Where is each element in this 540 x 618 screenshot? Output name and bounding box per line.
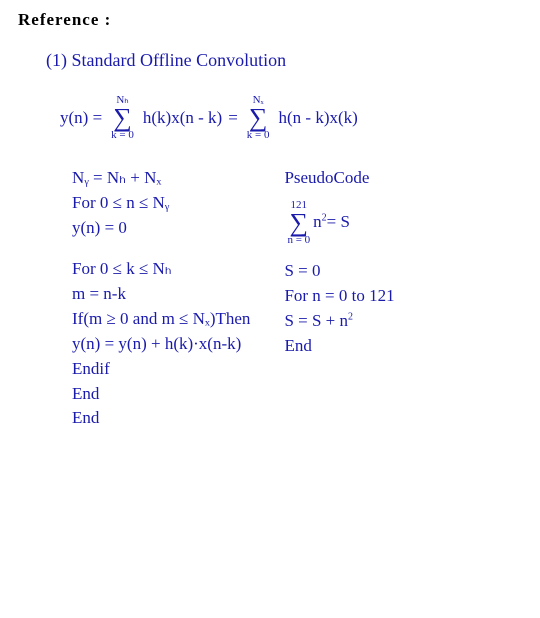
eq-equals: = bbox=[228, 108, 238, 128]
reference-heading: Reference : bbox=[18, 10, 522, 30]
left-line: If(m ≥ 0 and m ≤ Nₓ)Then bbox=[72, 308, 250, 331]
sigma-icon: ∑ bbox=[249, 105, 268, 131]
pseudocode-heading: PseudoCode bbox=[284, 167, 394, 190]
sum-equation: 121 ∑ n = 0 n2 = S bbox=[284, 200, 394, 246]
sum-rhs: = S bbox=[327, 211, 350, 234]
sum-body-pre: n bbox=[313, 212, 322, 231]
section-title: (1) Standard Offline Convolution bbox=[46, 50, 522, 71]
left-line: End bbox=[72, 383, 250, 406]
left-line: For 0 ≤ k ≤ Nₕ bbox=[72, 258, 250, 281]
pseudocode-right: PseudoCode 121 ∑ n = 0 n2 = S S = 0 For … bbox=[284, 165, 394, 448]
left-line: Nᵧ = Nₕ + Nₓ bbox=[72, 167, 250, 190]
left-line: m = n-k bbox=[72, 283, 250, 306]
sum-body: n2 bbox=[313, 211, 327, 234]
summation-3: 121 ∑ n = 0 bbox=[287, 200, 310, 246]
left-line: End bbox=[72, 407, 250, 430]
eq-term1: h(k)x(n - k) bbox=[143, 108, 222, 128]
main-equation: y(n) = Nₕ ∑ k = 0 h(k)x(n - k) = Nₓ ∑ k … bbox=[60, 95, 522, 141]
left-line: y(n) = 0 bbox=[72, 217, 250, 240]
pc-line: S = 0 bbox=[284, 260, 394, 283]
eq-lhs: y(n) = bbox=[60, 108, 102, 128]
pc-line-sup: 2 bbox=[348, 311, 353, 322]
summation-2: Nₓ ∑ k = 0 bbox=[247, 95, 270, 141]
sum1-lower: k = 0 bbox=[111, 130, 134, 141]
sigma-icon: ∑ bbox=[290, 210, 309, 236]
pc-line: End bbox=[284, 335, 394, 358]
left-line: Endif bbox=[72, 358, 250, 381]
summation-1: Nₕ ∑ k = 0 bbox=[111, 95, 134, 141]
sum3-lower: n = 0 bbox=[287, 235, 310, 246]
sigma-icon: ∑ bbox=[113, 105, 132, 131]
pc-line: S = S + n2 bbox=[284, 310, 394, 333]
left-line: y(n) = y(n) + h(k)·x(n-k) bbox=[72, 333, 250, 356]
sum2-lower: k = 0 bbox=[247, 130, 270, 141]
left-line: For 0 ≤ n ≤ Nᵧ bbox=[72, 192, 250, 215]
pc-line: For n = 0 to 121 bbox=[284, 285, 394, 308]
pc-line-pre: S = S + n bbox=[284, 311, 348, 330]
algorithm-left: Nᵧ = Nₕ + Nₓ For 0 ≤ n ≤ Nᵧ y(n) = 0 For… bbox=[72, 165, 250, 448]
eq-term2: h(n - k)x(k) bbox=[279, 108, 358, 128]
